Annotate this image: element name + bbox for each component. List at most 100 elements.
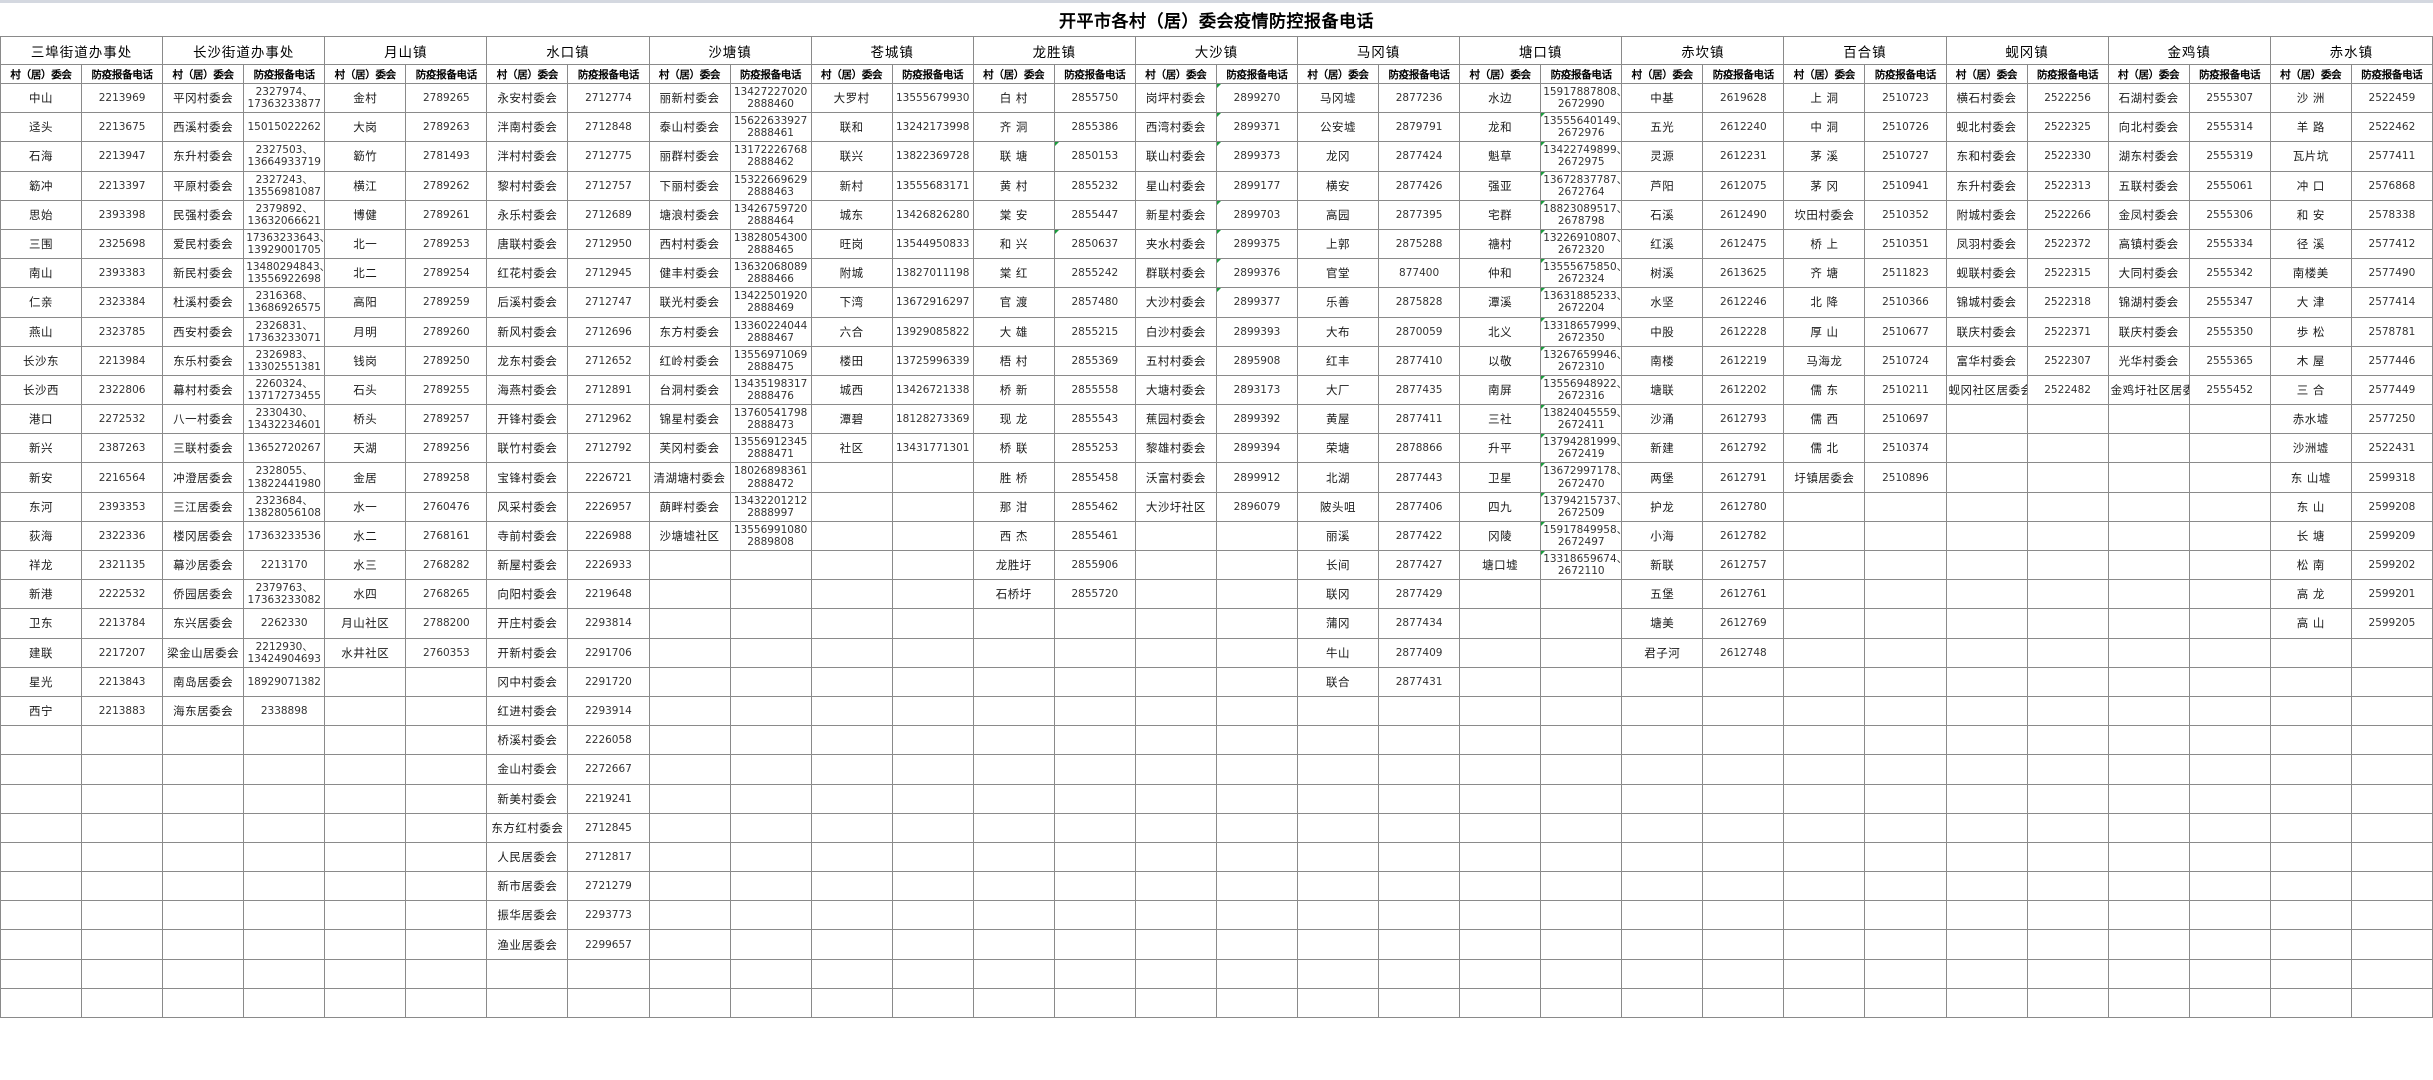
cell-committee-name[interactable]: 冈中村委会 [486,666,569,697]
cell-phone-number[interactable]: 2219648 [567,579,650,610]
cell-phone-number[interactable]: 13828054300 2888465 [729,228,812,260]
cell-committee-name[interactable]: 金村 [324,82,407,114]
cell-phone-number[interactable]: 2522330 [2026,141,2109,172]
cell-phone-number[interactable]: 2789265 [405,82,488,114]
table-row[interactable]: 长沙西 2322806 幕村村委会 2260324、 13717273455 石头 2789… [0,374,2433,406]
cell-phone-number[interactable] [1864,695,1947,727]
cell-committee-name[interactable]: 新星村委会 [1134,199,1217,230]
cell-committee-name[interactable]: 南屏 [1459,374,1542,406]
cell-committee-name[interactable]: 天湖 [324,433,407,464]
cell-phone-number[interactable] [1702,754,1785,785]
cell-phone-number[interactable] [243,987,326,1019]
cell-committee-name[interactable] [810,754,893,785]
cell-committee-name[interactable]: 永乐村委会 [486,199,569,230]
cell-phone-number[interactable]: 2510211 [1864,374,1947,406]
cell-committee-name[interactable] [1945,783,2028,814]
cell-phone-number[interactable]: 2323785 [81,316,164,347]
cell-committee-name[interactable]: 瓦片坑 [2269,141,2352,172]
cell-committee-name[interactable] [1621,987,1704,1019]
cell-committee-name[interactable]: 水井社区 [324,637,407,668]
cell-committee-name[interactable]: 官堂 [1296,258,1380,289]
cell-phone-number[interactable]: 13435198317 2888476 [729,374,812,406]
cell-phone-number[interactable]: 2877427 [1378,549,1461,581]
cell-committee-name[interactable]: 杜溪村委会 [162,287,245,318]
cell-committee-name[interactable] [2107,666,2190,697]
cell-phone-number[interactable]: 2712817 [567,841,650,873]
cell-committee-name[interactable] [0,958,83,989]
cell-committee-name[interactable] [324,987,407,1019]
cell-phone-number[interactable] [1702,695,1785,727]
cell-phone-number[interactable] [1053,841,1136,873]
cell-phone-number[interactable]: 2522307 [2026,345,2109,376]
cell-phone-number[interactable] [405,958,488,989]
cell-committee-name[interactable]: 茅 溪 [1783,141,1866,172]
cell-phone-number[interactable]: 2576868 [2350,170,2433,201]
cell-committee-name[interactable] [1945,433,2028,464]
cell-phone-number[interactable] [1864,812,1947,843]
cell-phone-number[interactable] [1215,695,1299,727]
cell-phone-number[interactable]: 2522325 [2026,112,2109,143]
cell-committee-name[interactable]: 横石村委会 [1945,82,2028,114]
cell-committee-name[interactable] [1134,520,1217,552]
cell-committee-name[interactable]: 泮村村委会 [486,141,569,172]
cell-committee-name[interactable]: 三社 [1459,404,1542,435]
cell-phone-number[interactable] [2188,841,2271,873]
cell-phone-number[interactable] [1540,608,1623,639]
cell-committee-name[interactable]: 升平 [1459,433,1542,464]
cell-committee-name[interactable]: 向北村委会 [2107,112,2190,143]
cell-phone-number[interactable]: 2510941 [1864,170,1947,201]
cell-committee-name[interactable]: 冲 口 [2269,170,2352,201]
cell-committee-name[interactable] [972,783,1055,814]
cell-phone-number[interactable]: 15622633927 2888461 [729,112,812,143]
cell-phone-number[interactable]: 2213843 [81,666,164,697]
cell-committee-name[interactable] [1296,841,1380,873]
cell-phone-number[interactable]: 2893173 [1215,374,1299,406]
cell-phone-number[interactable]: 2612246 [1702,287,1785,318]
cell-committee-name[interactable]: 大沙圩社区 [1134,491,1217,522]
cell-phone-number[interactable]: 2612748 [1702,637,1785,668]
cell-phone-number[interactable]: 2789255 [405,374,488,406]
cell-phone-number[interactable] [2188,812,2271,843]
cell-phone-number[interactable] [2026,812,2109,843]
cell-committee-name[interactable]: 联光村委会 [648,287,731,318]
cell-phone-number[interactable] [243,812,326,843]
cell-committee-name[interactable]: 径 溪 [2269,228,2352,260]
cell-committee-name[interactable] [162,841,245,873]
cell-committee-name[interactable]: 燕山 [0,316,83,347]
cell-phone-number[interactable] [2026,404,2109,435]
cell-committee-name[interactable] [1783,987,1866,1019]
cell-phone-number[interactable]: 2577411 [2350,141,2433,172]
cell-committee-name[interactable]: 棠 红 [972,258,1055,289]
cell-phone-number[interactable] [1378,812,1461,843]
cell-committee-name[interactable] [1459,987,1542,1019]
cell-committee-name[interactable]: 清湖塘村委会 [648,462,731,493]
cell-committee-name[interactable] [324,958,407,989]
cell-phone-number[interactable]: 2899392 [1215,404,1299,435]
cell-phone-number[interactable]: 2316368、 13686926575 [243,287,326,318]
cell-phone-number[interactable] [81,987,164,1019]
cell-committee-name[interactable]: 蕉园村委会 [1134,404,1217,435]
cell-phone-number[interactable] [1378,695,1461,727]
cell-phone-number[interactable] [2026,579,2109,610]
cell-committee-name[interactable]: 泮南村委会 [486,112,569,143]
cell-committee-name[interactable]: 长 塘 [2269,520,2352,552]
cell-phone-number[interactable]: 18128273369 [891,404,974,435]
cell-phone-number[interactable] [2026,929,2109,960]
table-row[interactable]: 建联 2217207 梁金山居委会 2212930、 13424904693 水井社区 27… [0,637,2433,668]
cell-phone-number[interactable]: 18929071382 [243,666,326,697]
cell-committee-name[interactable]: 星光 [0,666,83,697]
cell-committee-name[interactable]: 大厂 [1296,374,1380,406]
cell-committee-name[interactable] [162,783,245,814]
cell-committee-name[interactable]: 冲澄居委会 [162,462,245,493]
cell-committee-name[interactable] [1945,462,2028,493]
cell-phone-number[interactable]: 877400 [1378,258,1461,289]
cell-committee-name[interactable]: 长间 [1296,549,1380,581]
cell-committee-name[interactable] [2107,812,2190,843]
cell-phone-number[interactable] [567,987,650,1019]
cell-phone-number[interactable] [243,783,326,814]
cell-phone-number[interactable] [1864,987,1947,1019]
cell-committee-name[interactable] [810,958,893,989]
table-row[interactable]: 桥溪村委会 2226058 [0,725,2433,756]
cell-committee-name[interactable]: 唐联村委会 [486,228,569,260]
table-row[interactable] [0,987,2433,1019]
